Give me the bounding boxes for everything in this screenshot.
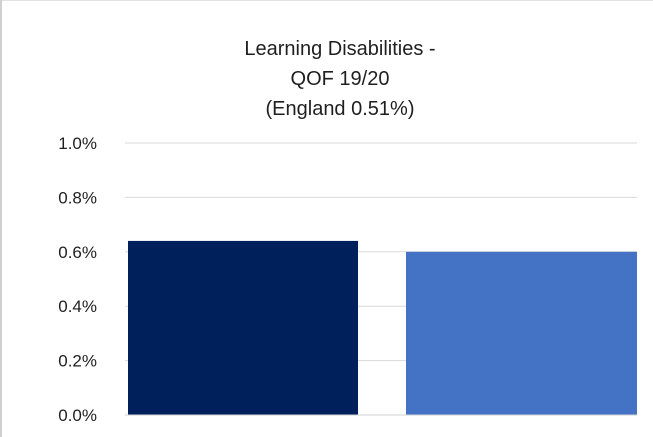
bar-1 — [128, 240, 358, 415]
y-tick-label-4: 0.8% — [58, 188, 97, 207]
chart-title: Learning Disabilities - QOF 19/20 (Engla… — [140, 34, 540, 124]
y-tick-label-3: 0.6% — [58, 243, 97, 262]
frame-border-left — [0, 0, 2, 437]
chart-title-line-2: QOF 19/20 — [290, 68, 390, 90]
chart-title-line-1: Learning Disabilities - — [244, 38, 436, 60]
chart-title-line-3: (England 0.51%) — [265, 98, 415, 120]
bar-2 — [406, 251, 637, 415]
y-tick-label-1: 0.2% — [58, 352, 97, 371]
y-tick-label-5: 1.0% — [58, 134, 97, 153]
y-tick-label-0: 0.0% — [58, 406, 97, 425]
y-tick-label-2: 0.4% — [58, 297, 97, 316]
frame-border-top — [0, 0, 653, 1]
